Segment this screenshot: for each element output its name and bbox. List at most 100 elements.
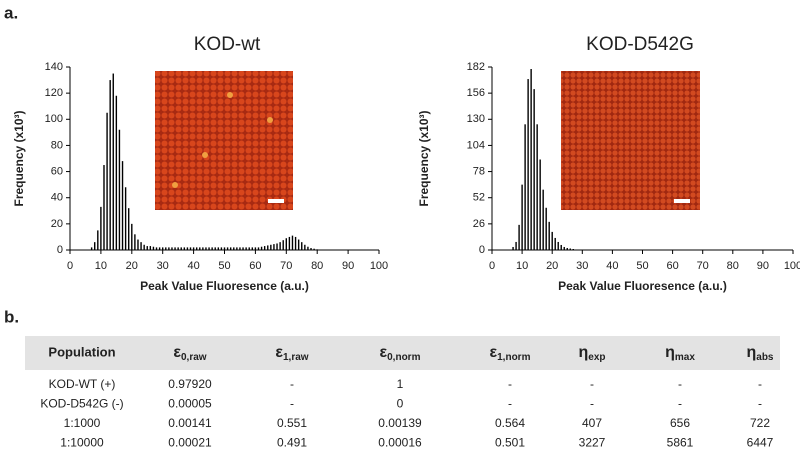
table-cell: 0.501	[495, 436, 525, 450]
histogram-bar	[512, 246, 514, 250]
table-cell: KOD-D542G (-)	[40, 397, 123, 411]
chart-title: KOD-D542G	[586, 34, 694, 55]
table-header: ε1,raw	[275, 344, 308, 362]
histogram-bar	[273, 244, 275, 250]
x-tick-label: 10	[95, 260, 107, 272]
panel-label: b.	[4, 307, 19, 326]
histogram-bar	[530, 69, 532, 250]
histogram-bar	[524, 124, 526, 250]
histogram-bar	[223, 247, 226, 250]
table-header: ηexp	[578, 344, 605, 362]
table-header-band	[25, 336, 780, 370]
histogram-bar	[131, 223, 133, 250]
histogram-bar	[536, 124, 538, 250]
histogram-bar	[109, 80, 111, 250]
header-subscript: exp	[588, 352, 605, 363]
table-cell: 1	[397, 377, 404, 391]
y-tick-label: 40	[51, 192, 63, 204]
histogram-bar	[545, 207, 547, 250]
x-axis-label: Peak Value Fluoresence (a.u.)	[140, 279, 309, 293]
x-tick-label: 50	[636, 260, 648, 272]
y-tick-label: 182	[467, 61, 485, 73]
scale-bar	[268, 199, 284, 203]
y-tick-label: 20	[51, 218, 63, 230]
y-tick-label: 130	[467, 113, 485, 125]
histogram-bar	[310, 248, 312, 250]
header-symbol: ε	[275, 344, 283, 361]
histogram-bar	[202, 247, 204, 250]
histogram-bar	[304, 244, 306, 250]
header-symbol: ε	[173, 344, 181, 361]
histogram-bar	[572, 248, 574, 250]
table-cell: -	[678, 377, 682, 391]
x-tick-label: 60	[666, 260, 678, 272]
histogram-bar	[100, 206, 102, 250]
histogram-bar	[307, 246, 309, 250]
histogram-bar	[239, 247, 241, 250]
histogram-bar	[106, 112, 108, 250]
table-cell: 0.564	[495, 416, 525, 430]
x-tick-label: 60	[249, 260, 261, 272]
y-tick-label: 140	[45, 61, 63, 73]
histogram-bar	[137, 239, 139, 250]
y-axis-label: Frequency (x10³)	[12, 110, 26, 206]
histogram-bar	[192, 247, 195, 250]
histogram-bar	[245, 247, 247, 250]
table-cell: -	[290, 397, 294, 411]
histogram-bar	[180, 247, 182, 250]
histogram-bar	[297, 239, 300, 250]
histogram-bar	[128, 208, 130, 250]
table-cell: 0.00005	[168, 397, 212, 411]
header-subscript: 1,raw	[283, 352, 309, 363]
histogram-bar	[563, 246, 565, 250]
table-header: ε1,norm	[490, 344, 531, 362]
table-cell: 656	[670, 416, 690, 430]
x-tick-label: 20	[126, 260, 138, 272]
y-tick-label: 80	[51, 139, 63, 151]
table-header: Population	[48, 344, 115, 359]
histogram-bar	[542, 189, 544, 250]
table-cell: -	[590, 377, 594, 391]
histogram-bar	[313, 248, 315, 250]
histogram-bar	[257, 247, 260, 250]
histogram-bar	[539, 159, 541, 250]
histogram-bar	[566, 247, 568, 250]
table-header: ηmax	[665, 344, 695, 362]
histogram-bar	[260, 246, 263, 250]
histogram-bar	[521, 184, 523, 250]
histogram-bar	[291, 235, 294, 250]
x-tick-label: 90	[757, 260, 769, 272]
table-cell: 1:10000	[60, 436, 104, 450]
histogram-bar	[518, 224, 520, 250]
y-tick-label: 104	[467, 139, 485, 151]
y-tick-label: 78	[473, 165, 485, 177]
histogram-bar	[162, 247, 164, 250]
histogram-bar	[146, 246, 148, 250]
x-tick-label: 20	[546, 260, 558, 272]
header-subscript: max	[675, 352, 695, 363]
histogram-bar	[267, 245, 269, 250]
chart-title: KOD-wt	[194, 34, 261, 55]
histogram-bar	[149, 246, 152, 250]
table-cell: -	[508, 397, 512, 411]
histogram-bar	[527, 79, 529, 250]
histogram-bar	[124, 187, 127, 250]
x-tick-label: 0	[489, 260, 495, 272]
histogram-bar	[288, 236, 291, 250]
table-cell: 0.551	[277, 416, 307, 430]
histogram-bar	[226, 247, 229, 250]
histogram-bar	[575, 249, 577, 250]
histogram-bar	[294, 236, 297, 250]
histogram-bar	[548, 221, 550, 250]
y-tick-label: 156	[467, 87, 485, 99]
table-cell: -	[590, 397, 594, 411]
y-tick-label: 120	[45, 87, 63, 99]
table-header: ηabs	[746, 344, 773, 362]
histogram-bar	[155, 247, 158, 250]
header-symbol: ε	[490, 344, 498, 361]
histogram-bar	[233, 247, 235, 250]
histogram-bar	[251, 247, 254, 250]
x-tick-label: 100	[370, 260, 388, 272]
histogram-bar	[171, 247, 173, 250]
